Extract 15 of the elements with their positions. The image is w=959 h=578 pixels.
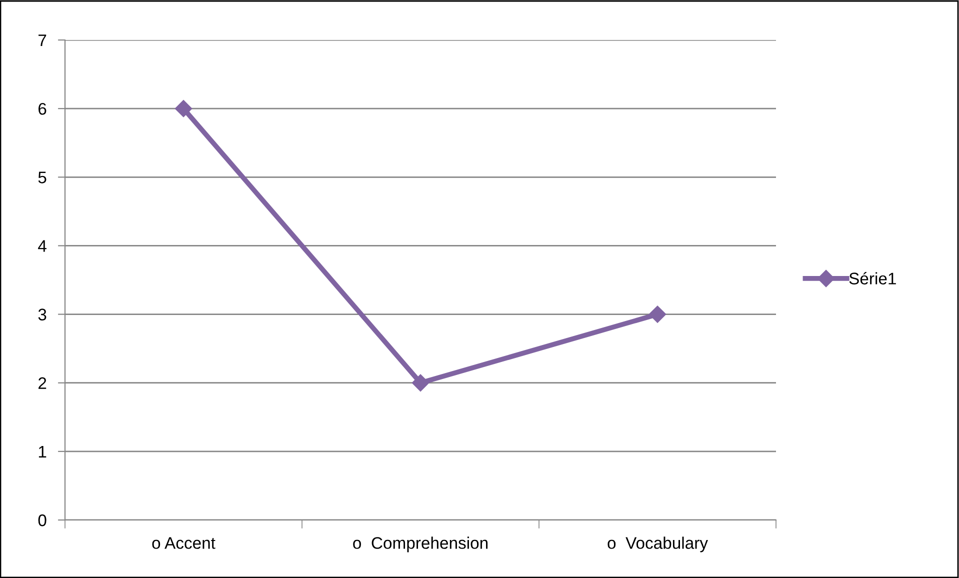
x-tick-label: o Accent (152, 537, 216, 549)
point (648, 306, 666, 323)
x-tick-label: o Vocabulary (608, 536, 708, 552)
y-tick-label: 4 (38, 240, 46, 252)
x-tick-label: o Comprehension (353, 536, 488, 552)
y-tick-label: 1 (38, 446, 46, 458)
y-tick-label: 3 (38, 308, 46, 320)
point (174, 100, 192, 118)
y-tick-label: 7 (38, 34, 46, 46)
legend-label: Série1 (849, 272, 896, 284)
point (412, 374, 430, 392)
y-tick-label: 6 (38, 102, 46, 115)
y-tick-label: 5 (38, 172, 46, 184)
y-tick-label: 2 (38, 377, 46, 389)
y-tick-label: 0 (38, 514, 46, 526)
